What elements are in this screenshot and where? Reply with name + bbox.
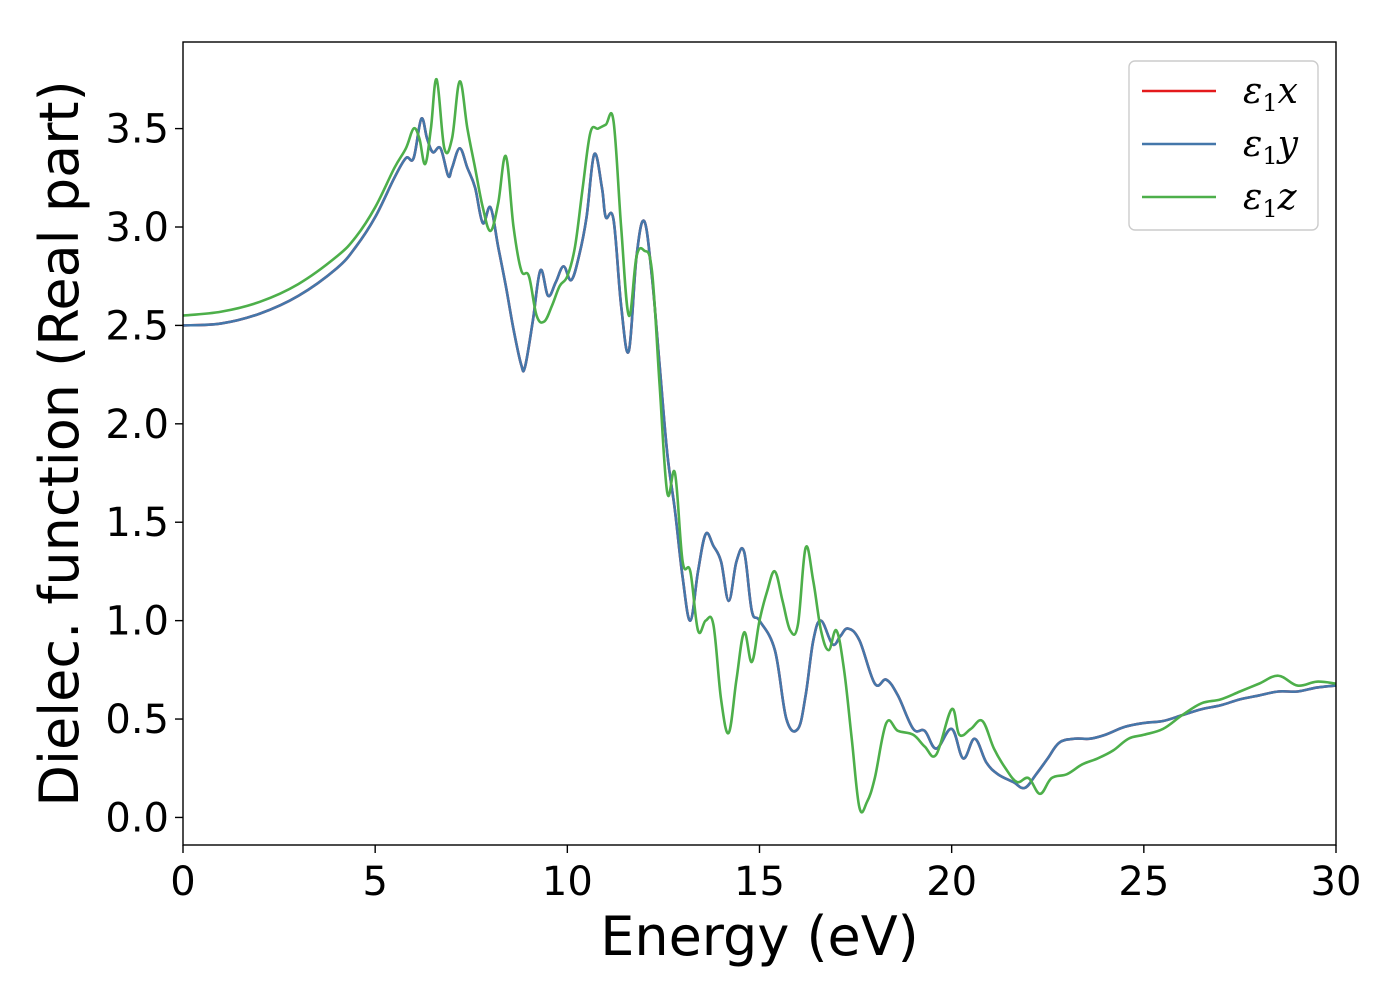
y-tick-label: 0.5: [105, 697, 169, 743]
legend-symbol: ε: [1243, 177, 1262, 218]
legend-label-1: ε1x: [1243, 71, 1298, 117]
y-tick-label: 3.0: [105, 205, 169, 251]
y-tick-label: 2.0: [105, 402, 169, 448]
legend-component: x: [1278, 71, 1298, 112]
y-tick-label: 3.5: [105, 107, 169, 153]
legend-label-3: ε1z: [1243, 177, 1298, 223]
y-tick-label: 1.5: [105, 500, 169, 546]
x-axis-label: Energy (eV): [600, 905, 919, 968]
series-lines: [183, 78, 1336, 814]
y-tick-label: 0.0: [105, 795, 169, 841]
x-tick-label: 10: [542, 859, 593, 905]
legend-symbol: ε: [1243, 71, 1262, 112]
x-tick-label: 5: [362, 859, 387, 905]
x-tick-label: 25: [1118, 859, 1169, 905]
legend-subscript: 1: [1262, 195, 1277, 223]
series-line-2: [183, 117, 1336, 790]
legend-box: [1128, 60, 1319, 231]
legend-label-2: ε1y: [1243, 124, 1299, 170]
y-axis-label: Dielec. function (Real part): [28, 80, 91, 806]
y-tick-label: 1.0: [105, 599, 169, 645]
legend-subscript: 1: [1262, 89, 1277, 117]
x-tick-label: 30: [1311, 859, 1362, 905]
legend-component: z: [1277, 177, 1298, 218]
y-axis-ticks: 0.0 0.5 1.0 1.5 2.0 2.5 3.0 3.5: [105, 107, 183, 841]
x-tick-label: 20: [926, 859, 977, 905]
x-tick-label: 15: [734, 859, 785, 905]
y-tick-label: 2.5: [105, 303, 169, 349]
legend-symbol: ε: [1243, 124, 1262, 165]
series-line-3: [183, 78, 1336, 814]
x-axis-ticks: 0 5 10 15 20 25 30: [170, 845, 1361, 905]
legend-component: y: [1276, 124, 1299, 165]
x-tick-label: 0: [170, 859, 195, 905]
legend-subscript: 1: [1262, 142, 1277, 170]
